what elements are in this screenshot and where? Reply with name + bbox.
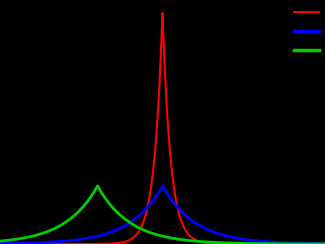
Legend: , , : , , <box>290 2 323 62</box>
